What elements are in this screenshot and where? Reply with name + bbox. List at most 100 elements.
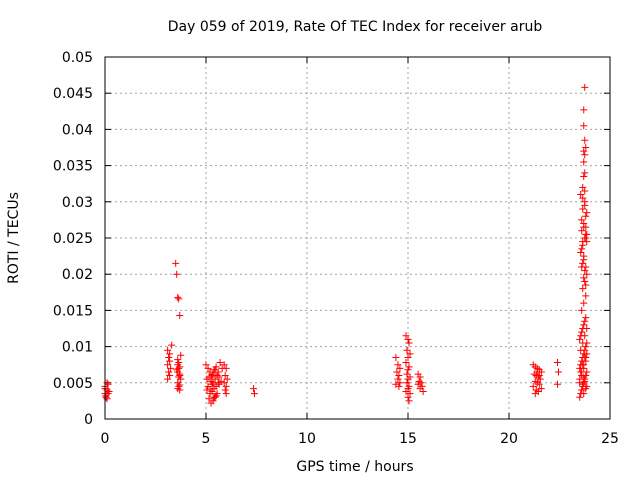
data-point <box>404 335 412 343</box>
data-point <box>402 332 410 340</box>
data-point <box>582 234 590 242</box>
data-point <box>177 351 185 359</box>
x-tick-labels: 0 5 10 15 20 25 <box>101 431 619 447</box>
data-point <box>581 353 589 361</box>
data-point <box>403 379 411 387</box>
data-point <box>583 350 591 358</box>
data-point <box>403 346 411 354</box>
data-point <box>177 375 185 383</box>
data-point <box>583 325 591 332</box>
data-point <box>553 380 561 388</box>
y-tick-label: 0.03 <box>62 195 93 211</box>
data-point <box>529 382 537 390</box>
data-point <box>582 343 590 351</box>
data-point <box>394 375 402 383</box>
data-point <box>580 106 588 114</box>
data-point <box>576 393 584 401</box>
data-point <box>554 368 562 376</box>
data-point <box>175 295 183 303</box>
data-point <box>581 317 589 325</box>
data-point <box>208 380 216 388</box>
data-point <box>580 321 588 329</box>
data-point <box>221 386 229 394</box>
data-point <box>582 212 590 220</box>
data-point <box>166 350 174 358</box>
data-point <box>582 385 590 393</box>
data-point <box>208 387 216 395</box>
data-point <box>582 263 590 271</box>
y-tick-label: 0.015 <box>53 303 93 319</box>
data-point <box>176 370 184 378</box>
data-point <box>579 183 587 191</box>
data-point <box>414 380 422 388</box>
chart-title: Day 059 of 2019, Rate Of TEC Index for r… <box>168 19 543 35</box>
data-point <box>406 390 414 398</box>
data-point <box>581 332 589 340</box>
data-point <box>164 361 172 369</box>
data-point <box>221 372 229 380</box>
data-point <box>582 292 590 300</box>
y-tick-label: 0.025 <box>53 231 93 247</box>
data-point <box>583 209 591 217</box>
data-point <box>164 375 172 383</box>
data-point <box>202 361 210 369</box>
data-point <box>416 385 424 393</box>
data-point <box>404 375 412 383</box>
data-point <box>579 339 587 347</box>
data-point <box>536 375 544 383</box>
data-point <box>165 353 173 361</box>
data-point <box>535 380 543 388</box>
data-point <box>214 379 222 387</box>
data-point <box>215 373 223 381</box>
data-point <box>211 393 219 401</box>
data-point <box>249 385 257 393</box>
data-point <box>578 227 586 235</box>
data-point <box>396 379 404 387</box>
data-point <box>581 151 589 159</box>
data-point <box>403 370 411 378</box>
y-tick-label: 0.035 <box>53 159 93 175</box>
data-point <box>580 373 588 381</box>
grid-lines <box>105 57 610 419</box>
data-point <box>416 373 424 381</box>
y-tick-label: 0.045 <box>53 86 93 102</box>
data-point <box>166 357 174 365</box>
data-point <box>213 390 221 398</box>
data-point <box>211 375 219 383</box>
data-point <box>581 136 589 144</box>
data-point <box>168 341 176 349</box>
data-point <box>581 277 589 285</box>
data-point <box>207 373 215 381</box>
data-point <box>580 158 588 166</box>
data-point <box>581 169 589 177</box>
data-point <box>583 270 591 278</box>
axis-ticks <box>104 56 611 420</box>
data-point <box>402 359 410 367</box>
data-point <box>204 382 212 390</box>
y-tick-label: 0.02 <box>62 267 93 283</box>
data-point <box>220 361 228 369</box>
data-point <box>404 366 412 374</box>
data-point <box>580 390 588 398</box>
data-point <box>222 390 230 398</box>
data-point <box>172 259 180 267</box>
x-tick-label: 5 <box>202 431 211 447</box>
data-point <box>580 252 588 260</box>
data-point <box>222 382 230 390</box>
data-point <box>405 363 413 371</box>
data-point <box>174 293 182 301</box>
y-tick-label: 0.04 <box>62 122 93 138</box>
data-point <box>578 328 586 336</box>
data-point <box>174 361 182 369</box>
y-tick-label: 0.005 <box>53 376 93 392</box>
data-point <box>216 359 224 367</box>
data-point <box>578 306 586 314</box>
data-point <box>579 259 587 267</box>
data-point <box>580 122 588 130</box>
data-point <box>405 339 413 347</box>
y-tick-label: 0.05 <box>62 50 93 66</box>
data-point <box>212 363 220 371</box>
data-point <box>583 238 591 246</box>
data-point <box>167 364 175 372</box>
